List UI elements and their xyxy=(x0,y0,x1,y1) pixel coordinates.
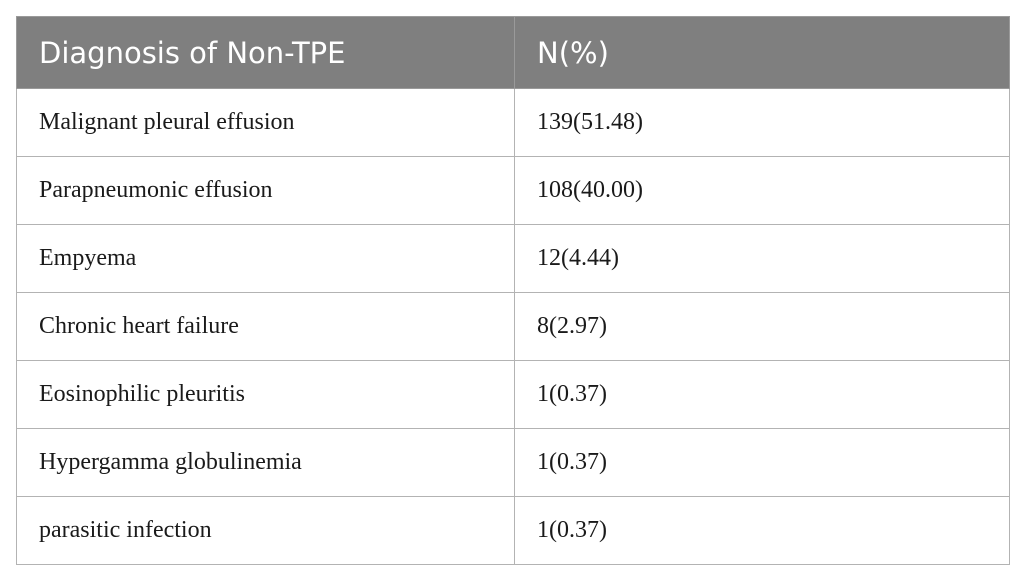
cell-n-percent: 8(2.97) xyxy=(514,292,1010,361)
table-row: parasitic infection 1(0.37) xyxy=(16,496,1010,565)
cell-n-percent: 1(0.37) xyxy=(514,496,1010,565)
cell-diagnosis: Hypergamma globulinemia xyxy=(16,428,515,497)
table-row: Malignant pleural effusion 139(51.48) xyxy=(16,88,1010,157)
cell-n-percent: 1(0.37) xyxy=(514,360,1010,429)
table-row: Eosinophilic pleuritis 1(0.37) xyxy=(16,360,1010,429)
cell-diagnosis: parasitic infection xyxy=(16,496,515,565)
cell-diagnosis: Empyema xyxy=(16,224,515,293)
cell-n-percent: 12(4.44) xyxy=(514,224,1010,293)
table-body: Malignant pleural effusion 139(51.48) Pa… xyxy=(16,88,1010,565)
cell-n-percent: 108(40.00) xyxy=(514,156,1010,225)
table-row: Chronic heart failure 8(2.97) xyxy=(16,292,1010,361)
header-n-percent: N(%) xyxy=(514,16,1010,89)
cell-diagnosis: Malignant pleural effusion xyxy=(16,88,515,157)
header-row: Diagnosis of Non-TPE N(%) xyxy=(16,16,1010,89)
cell-diagnosis: Parapneumonic effusion xyxy=(16,156,515,225)
cell-n-percent: 1(0.37) xyxy=(514,428,1010,497)
diagnosis-table: Diagnosis of Non-TPE N(%) Malignant pleu… xyxy=(16,16,1010,565)
diagnosis-table-container: Diagnosis of Non-TPE N(%) Malignant pleu… xyxy=(16,16,1010,565)
table-row: Parapneumonic effusion 108(40.00) xyxy=(16,156,1010,225)
cell-n-percent: 139(51.48) xyxy=(514,88,1010,157)
table-row: Hypergamma globulinemia 1(0.37) xyxy=(16,428,1010,497)
cell-diagnosis: Eosinophilic pleuritis xyxy=(16,360,515,429)
table-header: Diagnosis of Non-TPE N(%) xyxy=(16,16,1010,89)
table-row: Empyema 12(4.44) xyxy=(16,224,1010,293)
cell-diagnosis: Chronic heart failure xyxy=(16,292,515,361)
header-diagnosis: Diagnosis of Non-TPE xyxy=(16,16,515,89)
